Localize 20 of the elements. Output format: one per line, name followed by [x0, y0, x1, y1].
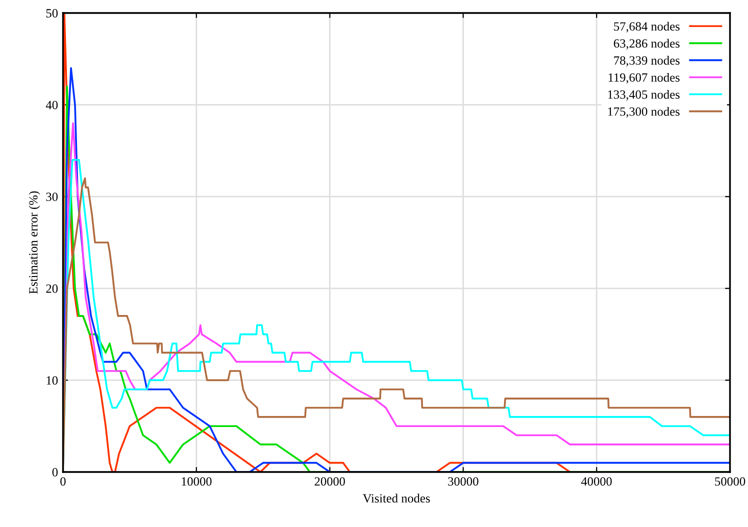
legend-label: 133,405 nodes — [608, 90, 680, 101]
y-tick-label: 0 — [52, 468, 58, 476]
legend-label: 63,286 nodes — [614, 38, 680, 50]
x-tick-label: 10000 — [182, 477, 212, 486]
x-axis-title: Visited nodes — [362, 494, 430, 503]
y-tick-label: 10 — [46, 376, 58, 385]
legend-label: 175,300 nodes — [608, 107, 680, 118]
y-tick-label: 20 — [46, 284, 58, 293]
x-tick-label: 30000 — [448, 477, 478, 486]
y-tick-label: 30 — [46, 192, 58, 202]
y-tick-label: 50 — [46, 9, 58, 18]
y-tick-label: 40 — [46, 100, 58, 110]
x-tick-label: 50000 — [715, 477, 746, 486]
legend-label: 119,607 nodes — [608, 72, 680, 84]
x-tick-label: 20000 — [314, 477, 345, 486]
legend-label: 57,684 nodes — [614, 22, 680, 32]
x-tick-label: 40000 — [581, 477, 612, 486]
x-tick-label: 0 — [60, 477, 66, 486]
y-axis-title: Estimation error (%) — [28, 191, 40, 294]
legend-label: 78,339 nodes — [614, 56, 680, 66]
